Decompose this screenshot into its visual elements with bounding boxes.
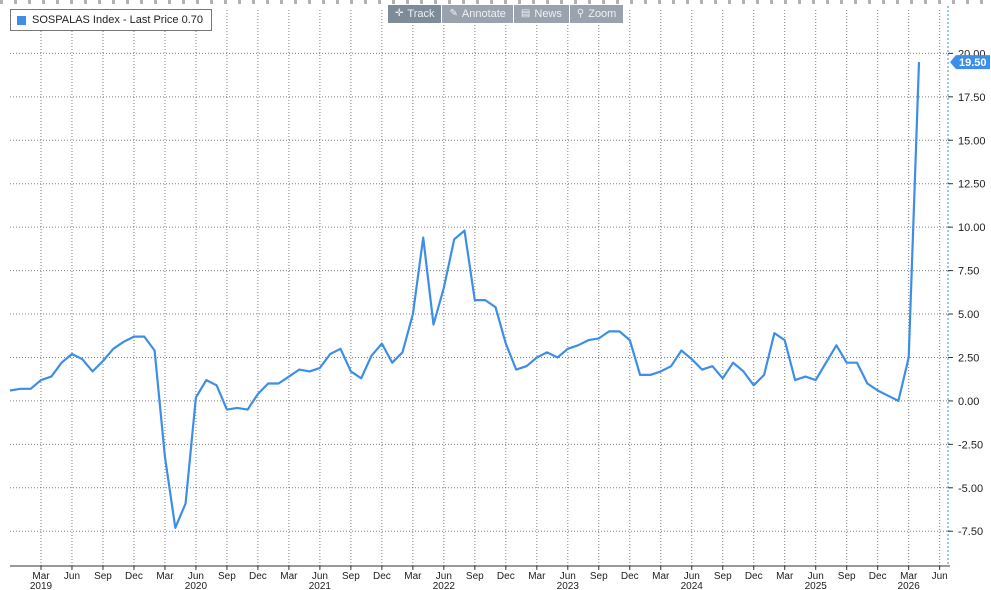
x-tick-label: Jun	[808, 571, 824, 582]
x-tick-label: Mar	[528, 571, 546, 582]
x-tick-label: Dec	[869, 571, 887, 582]
x-year-label: 2026	[898, 581, 921, 590]
series-layer	[9, 62, 921, 529]
x-tick-label: Mar	[32, 571, 50, 582]
y-tick-label: 2.50	[958, 352, 979, 364]
news-label: News	[534, 8, 562, 20]
crosshair-icon: ✛	[395, 8, 404, 19]
x-tick-label: Dec	[249, 571, 267, 582]
annotate-button[interactable]: ✎ Annotate	[442, 5, 513, 23]
x-tick-label: Mar	[404, 571, 422, 582]
last-value-label: 19.50	[959, 57, 987, 69]
x-tick-label: Sep	[714, 571, 732, 582]
x-tick-label: Dec	[125, 571, 143, 582]
y-tick-label: 15.00	[958, 135, 986, 147]
x-tick-label: Jun	[188, 571, 204, 582]
zoom-button[interactable]: ⚲ Zoom	[569, 5, 624, 23]
x-tick-label: Jun	[932, 571, 948, 582]
x-tick-label: Mar	[156, 571, 174, 582]
y-tick-label: 10.00	[958, 222, 986, 234]
axes	[10, 6, 953, 570]
x-tick-label: Dec	[745, 571, 763, 582]
x-tick-label: Jun	[436, 571, 452, 582]
news-icon: ▤	[520, 8, 531, 19]
magnifier-icon: ⚲	[576, 8, 585, 19]
legend-swatch	[17, 15, 26, 25]
x-tick-label: Dec	[373, 571, 391, 582]
grid-lines	[10, 10, 950, 566]
series-line	[9, 62, 921, 529]
legend-label: SOSPALAS Index - Last Price 0.70	[32, 14, 203, 26]
y-tick-label: 5.00	[958, 309, 979, 321]
x-tick-label: Mar	[652, 571, 670, 582]
x-year-label: 2025	[805, 581, 828, 590]
axis-labels: 20.0017.5015.0012.5010.007.505.002.500.0…	[30, 48, 990, 590]
y-tick-label: -7.50	[958, 526, 983, 538]
pencil-icon: ✎	[449, 8, 458, 19]
x-year-label: 2024	[681, 581, 704, 590]
annotate-label: Annotate	[461, 8, 506, 20]
zoom-label: Zoom	[588, 8, 617, 20]
x-tick-label: Mar	[900, 571, 918, 582]
y-tick-label: 7.50	[958, 266, 979, 278]
x-tick-label: Sep	[590, 571, 608, 582]
track-label: Track	[407, 8, 435, 20]
x-tick-label: Sep	[94, 571, 112, 582]
x-tick-label: Sep	[342, 571, 360, 582]
x-tick-label: Mar	[776, 571, 794, 582]
news-button[interactable]: ▤ News	[513, 5, 569, 23]
x-tick-label: Dec	[497, 571, 515, 582]
x-year-label: 2021	[309, 581, 332, 590]
chart-toolbar: ✛ Track ✎ Annotate ▤ News ⚲ Zoom	[388, 5, 624, 23]
x-tick-label: Jun	[560, 571, 576, 582]
x-year-label: 2019	[30, 581, 53, 590]
y-tick-label: 17.50	[958, 92, 986, 104]
x-tick-label: Sep	[218, 571, 236, 582]
track-button[interactable]: ✛ Track	[388, 5, 442, 23]
y-tick-label: 12.50	[958, 179, 986, 191]
y-tick-label: -5.00	[958, 483, 983, 495]
x-tick-label: Dec	[621, 571, 639, 582]
x-year-label: 2023	[557, 581, 580, 590]
x-tick-label: Jun	[64, 571, 80, 582]
x-year-label: 2022	[433, 581, 456, 590]
last-value-flag	[950, 55, 990, 70]
top-strip	[0, 0, 991, 4]
x-tick-label: Jun	[312, 571, 328, 582]
chart-legend[interactable]: SOSPALAS Index - Last Price 0.70	[10, 9, 212, 31]
y-tick-label: 0.00	[958, 396, 979, 408]
y-tick-label: -2.50	[958, 439, 983, 451]
x-tick-label: Mar	[280, 571, 298, 582]
x-tick-label: Sep	[466, 571, 484, 582]
x-tick-label: Jun	[684, 571, 700, 582]
x-year-label: 2020	[185, 581, 208, 590]
x-tick-label: Sep	[838, 571, 856, 582]
